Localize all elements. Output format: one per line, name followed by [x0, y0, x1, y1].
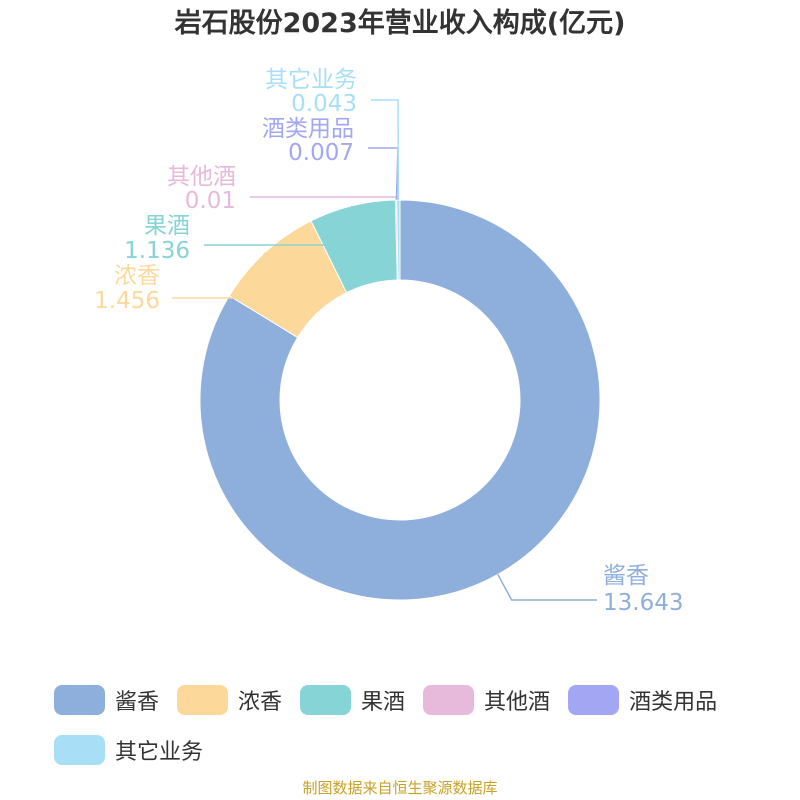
leader-line-2 — [204, 205, 353, 246]
legend-item-2[interactable]: 果酒 — [300, 684, 405, 716]
legend-item-3[interactable]: 其他酒 — [423, 684, 550, 716]
legend-item-5[interactable]: 其它业务 — [54, 734, 203, 766]
slice-0 — [199, 199, 601, 601]
legend: 酱香 浓香 果酒 其他酒 酒类用品其它业务 — [54, 684, 774, 766]
slice-name-label-3: 其他酒 — [167, 164, 236, 190]
legend-label: 果酒 — [361, 690, 406, 715]
slice-name-label-0: 酱香 — [603, 563, 649, 589]
legend-label: 其他酒 — [484, 690, 551, 715]
slice-name-label-5: 其它业务 — [265, 67, 357, 93]
slice-value-label-5: 0.043 — [291, 91, 357, 117]
legend-swatch — [423, 685, 475, 715]
slice-value-label-2: 1.136 — [124, 238, 190, 264]
slice-value-label-4: 0.007 — [288, 140, 354, 166]
slice-name-label-4: 酒类用品 — [262, 116, 354, 142]
slice-value-label-3: 0.01 — [185, 188, 236, 214]
slice-name-label-2: 果酒 — [144, 213, 190, 239]
slice-name-label-1: 浓香 — [114, 263, 160, 289]
legend-label: 其它业务 — [115, 740, 204, 765]
legend-item-4[interactable]: 酒类用品 — [568, 684, 717, 716]
chart-title: 岩石股份2023年营业收入构成(亿元) — [174, 8, 626, 39]
leader-line-4 — [368, 147, 399, 201]
legend-swatch — [54, 685, 105, 715]
legend-label: 酒类用品 — [629, 690, 718, 715]
legend-item-1[interactable]: 浓香 — [177, 684, 282, 716]
legend-swatch — [177, 685, 229, 715]
legend-label: 浓香 — [238, 690, 283, 715]
leader-line-0 — [497, 574, 597, 601]
leader-line-5 — [371, 99, 400, 201]
legend-swatch — [54, 735, 105, 765]
legend-swatch — [568, 685, 620, 715]
legend-label: 酱香 — [115, 690, 160, 715]
legend-swatch — [300, 685, 352, 715]
slice-value-label-1: 1.456 — [94, 288, 160, 314]
leader-line-3 — [250, 196, 400, 201]
slice-5 — [396, 199, 401, 281]
leader-line-1 — [172, 252, 266, 299]
source-note: 制图数据来自恒生聚源数据库 — [302, 779, 498, 797]
slice-value-label-0: 13.643 — [603, 590, 683, 616]
legend-item-0[interactable]: 酱香 — [54, 684, 159, 716]
